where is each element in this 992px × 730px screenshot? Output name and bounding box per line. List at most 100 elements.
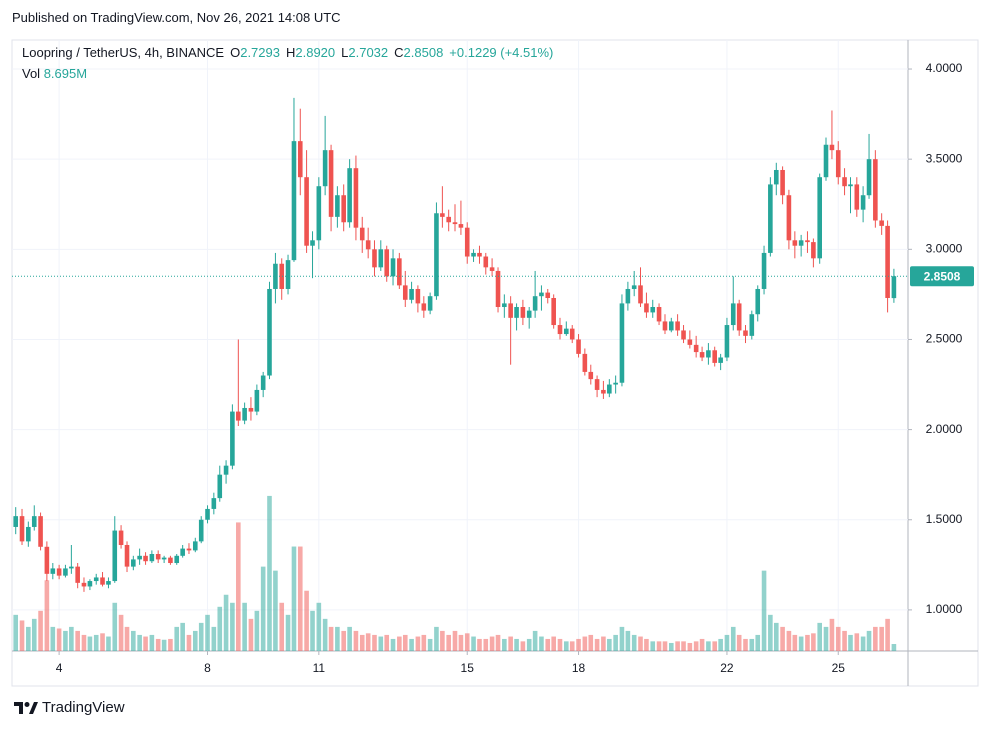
volume-bar — [502, 638, 507, 651]
candle-body — [613, 382, 618, 385]
candle-body — [174, 555, 180, 564]
y-tick-label: 4.0000 — [926, 61, 963, 75]
volume-bar — [285, 614, 291, 651]
volume-bar — [693, 641, 699, 651]
candle-body — [402, 285, 408, 300]
candle-body — [817, 177, 822, 259]
volume-bar — [736, 634, 742, 651]
volume-bar — [873, 626, 878, 651]
candle-body — [483, 256, 489, 268]
candle-body — [458, 224, 464, 228]
candle-body — [168, 557, 173, 564]
volume-bar — [773, 622, 779, 651]
volume-bar — [137, 634, 142, 651]
candle-body — [365, 240, 371, 250]
candle-body — [588, 371, 594, 380]
volume-bar — [811, 633, 816, 651]
volume-bar — [458, 634, 464, 651]
volume-bar — [576, 638, 581, 651]
volume-bar — [149, 634, 155, 651]
candle-body — [124, 544, 130, 567]
volume-bar — [353, 630, 359, 651]
volume-bar — [341, 630, 346, 651]
volume-bar — [823, 626, 829, 651]
volume-value: 8.695M — [43, 66, 88, 81]
candle-body — [848, 184, 853, 187]
volume-bar — [780, 626, 785, 651]
candle-body — [532, 296, 538, 311]
volume-bar — [205, 614, 210, 651]
volume-bar — [93, 634, 99, 651]
candle-body — [607, 384, 612, 394]
ohlc-value: 2.7293 — [240, 45, 280, 60]
x-tick-label: 8 — [204, 661, 211, 675]
candle-body — [835, 150, 841, 178]
candle-body — [161, 557, 167, 560]
volume-bar — [322, 618, 328, 651]
volume-bar — [749, 638, 755, 651]
candle-body — [434, 213, 439, 297]
candle-body — [248, 407, 254, 412]
volume-bar — [638, 636, 643, 651]
volume-bar — [242, 602, 247, 651]
volume-bar — [365, 633, 371, 651]
volume-bar — [131, 630, 136, 651]
candle-body — [743, 330, 748, 336]
candle-body — [551, 297, 556, 326]
volume-bar — [180, 622, 185, 651]
candle-body — [780, 169, 785, 196]
volume-bar — [743, 638, 748, 651]
volume-bar — [328, 626, 334, 651]
volume-bar — [755, 634, 761, 651]
ohlc-value: 2.8508 — [403, 45, 444, 60]
candle-body — [798, 240, 804, 246]
volume-bar — [434, 626, 439, 651]
volume-bar — [718, 638, 723, 651]
candle-body — [63, 568, 68, 576]
brand: TradingView — [42, 699, 125, 716]
volume-legend: Vol 8.695M — [22, 66, 87, 81]
candle-body — [192, 541, 198, 551]
ohlc-key: H — [285, 45, 296, 60]
x-tick-label: 11 — [313, 661, 326, 675]
volume-bar — [100, 633, 105, 651]
volume-bar — [601, 636, 606, 651]
volume-bar — [440, 630, 445, 651]
candle-body — [885, 225, 890, 298]
candle-body — [143, 555, 148, 562]
volume-bar — [143, 636, 148, 651]
volume-bar — [569, 641, 575, 651]
candle-body — [260, 375, 266, 390]
volume-bar — [87, 636, 93, 651]
candle-body — [137, 555, 142, 560]
volume-bar — [631, 634, 637, 651]
y-tick-label: 1.0000 — [926, 602, 963, 616]
volume-bar — [427, 638, 433, 651]
volume-bar — [192, 630, 198, 651]
candle-body — [267, 288, 272, 376]
candle-body — [662, 321, 668, 331]
candle-body — [594, 379, 600, 390]
volume-bar — [13, 614, 19, 651]
volume-bar — [619, 626, 625, 651]
volume-bar — [310, 610, 315, 651]
candle-body — [93, 577, 99, 582]
candle-body — [304, 177, 309, 246]
candle-body — [353, 168, 359, 228]
candle-body — [823, 144, 829, 178]
candle-body — [699, 352, 705, 358]
candle-body — [768, 184, 773, 253]
volume-bar — [835, 626, 841, 651]
candle-body — [198, 519, 204, 542]
volume-bar — [236, 522, 241, 651]
candle-body — [75, 566, 80, 583]
candle-body — [631, 285, 637, 289]
y-tick-label: 2.0000 — [926, 422, 963, 436]
candle-body — [155, 554, 161, 560]
volume-bar — [304, 590, 309, 651]
volume-bar — [198, 622, 204, 651]
candle-body — [792, 240, 798, 246]
candle-body — [576, 339, 581, 354]
candle-body — [440, 213, 445, 217]
volume-bar — [217, 606, 223, 651]
